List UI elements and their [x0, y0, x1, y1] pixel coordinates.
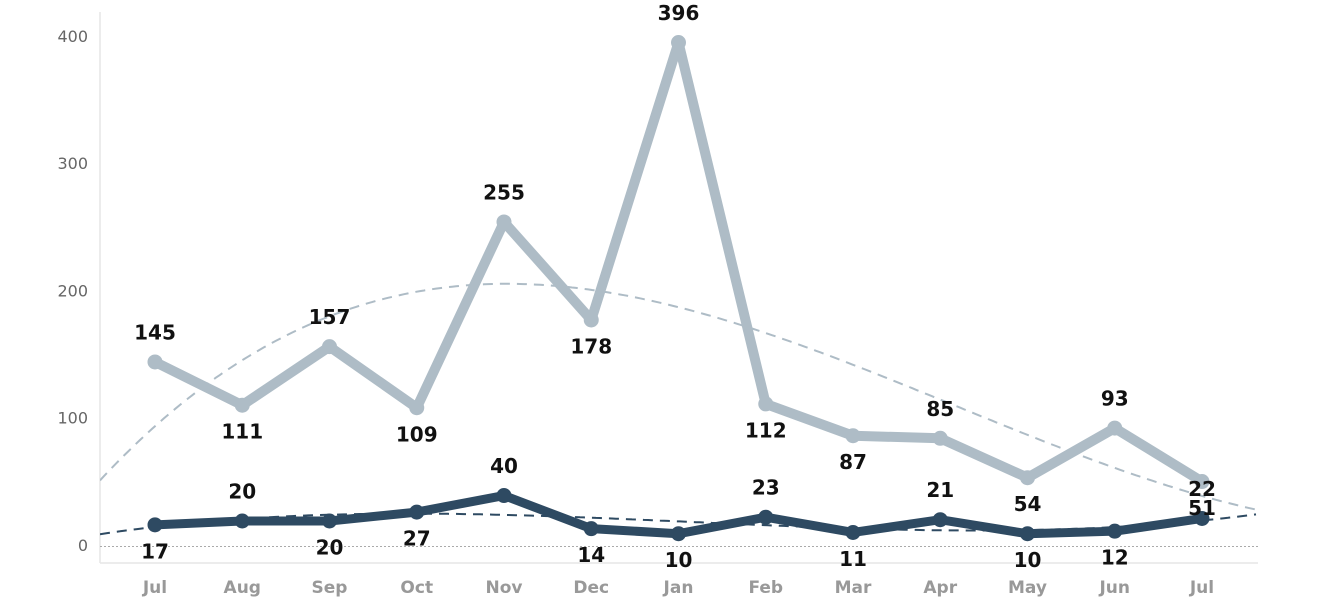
point	[322, 513, 337, 529]
data-label: 157	[309, 305, 351, 329]
data-label: 23	[752, 476, 780, 500]
point	[409, 504, 425, 520]
y-tick-label: 300	[57, 154, 88, 173]
data-label: 14	[577, 543, 605, 567]
point	[932, 512, 948, 528]
point	[583, 312, 599, 328]
data-label: 87	[839, 450, 867, 474]
x-tick-label: Apr	[923, 578, 957, 598]
x-tick-label: Feb	[748, 578, 783, 598]
data-label: 11	[839, 547, 867, 571]
point	[671, 35, 686, 51]
x-tick-label: Mar	[835, 578, 872, 598]
point	[147, 517, 163, 533]
data-label: 10	[1014, 548, 1042, 572]
data-label: 51	[1188, 496, 1216, 520]
point	[496, 488, 512, 504]
point	[845, 524, 861, 540]
point	[758, 509, 774, 525]
x-tick-label: May	[1008, 578, 1047, 598]
x-tick-label: Jan	[663, 578, 694, 598]
data-label: 21	[926, 478, 954, 502]
y-tick-label: 400	[57, 27, 88, 46]
point	[234, 513, 250, 529]
x-tick-label: Nov	[486, 578, 523, 598]
x-tick-label: Oct	[400, 578, 433, 598]
point	[845, 428, 861, 444]
data-label: 20	[316, 536, 344, 560]
x-tick-label: Jul	[142, 578, 167, 598]
data-label: 111	[221, 420, 263, 444]
data-label: 17	[141, 539, 169, 563]
point	[583, 521, 599, 537]
point	[496, 214, 512, 230]
point	[671, 526, 686, 542]
data-label: 145	[134, 320, 176, 344]
data-label: 85	[926, 397, 954, 421]
y-tick-label: 200	[57, 281, 88, 300]
data-label: 20	[228, 480, 256, 504]
point	[1107, 523, 1123, 539]
data-label: 27	[403, 527, 431, 551]
series-line	[152, 37, 1205, 486]
data-label: 255	[483, 180, 525, 204]
data-label: 10	[665, 548, 693, 572]
trend-line	[100, 512, 1257, 536]
point	[1107, 420, 1123, 436]
point	[1020, 470, 1035, 486]
point	[1194, 474, 1210, 490]
x-tick-label: Dec	[573, 578, 609, 598]
plot-area	[100, 282, 1257, 536]
point	[932, 430, 948, 446]
trend-line	[100, 282, 1257, 511]
data-label: 109	[396, 422, 438, 446]
x-tick-label: Jun	[1098, 578, 1130, 598]
point	[1194, 510, 1210, 526]
data-label: 396	[658, 1, 700, 25]
data-label: 22	[1188, 477, 1216, 501]
x-tick-label: Sep	[312, 578, 348, 598]
point	[147, 354, 163, 370]
data-label: 40	[490, 454, 518, 478]
data-label: 178	[570, 334, 612, 358]
x-tick-label: Jul	[1189, 578, 1214, 598]
y-tick-label: 100	[57, 409, 88, 428]
point	[234, 397, 250, 413]
point	[1020, 526, 1035, 542]
data-label: 12	[1101, 546, 1129, 570]
data-label: 112	[745, 418, 787, 442]
data-label: 54	[1014, 492, 1042, 516]
point	[322, 339, 337, 355]
point	[409, 400, 425, 416]
point	[758, 396, 774, 412]
y-tick-label: 0	[78, 536, 88, 555]
x-tick-label: Aug	[224, 578, 261, 598]
data-label: 93	[1101, 387, 1129, 411]
